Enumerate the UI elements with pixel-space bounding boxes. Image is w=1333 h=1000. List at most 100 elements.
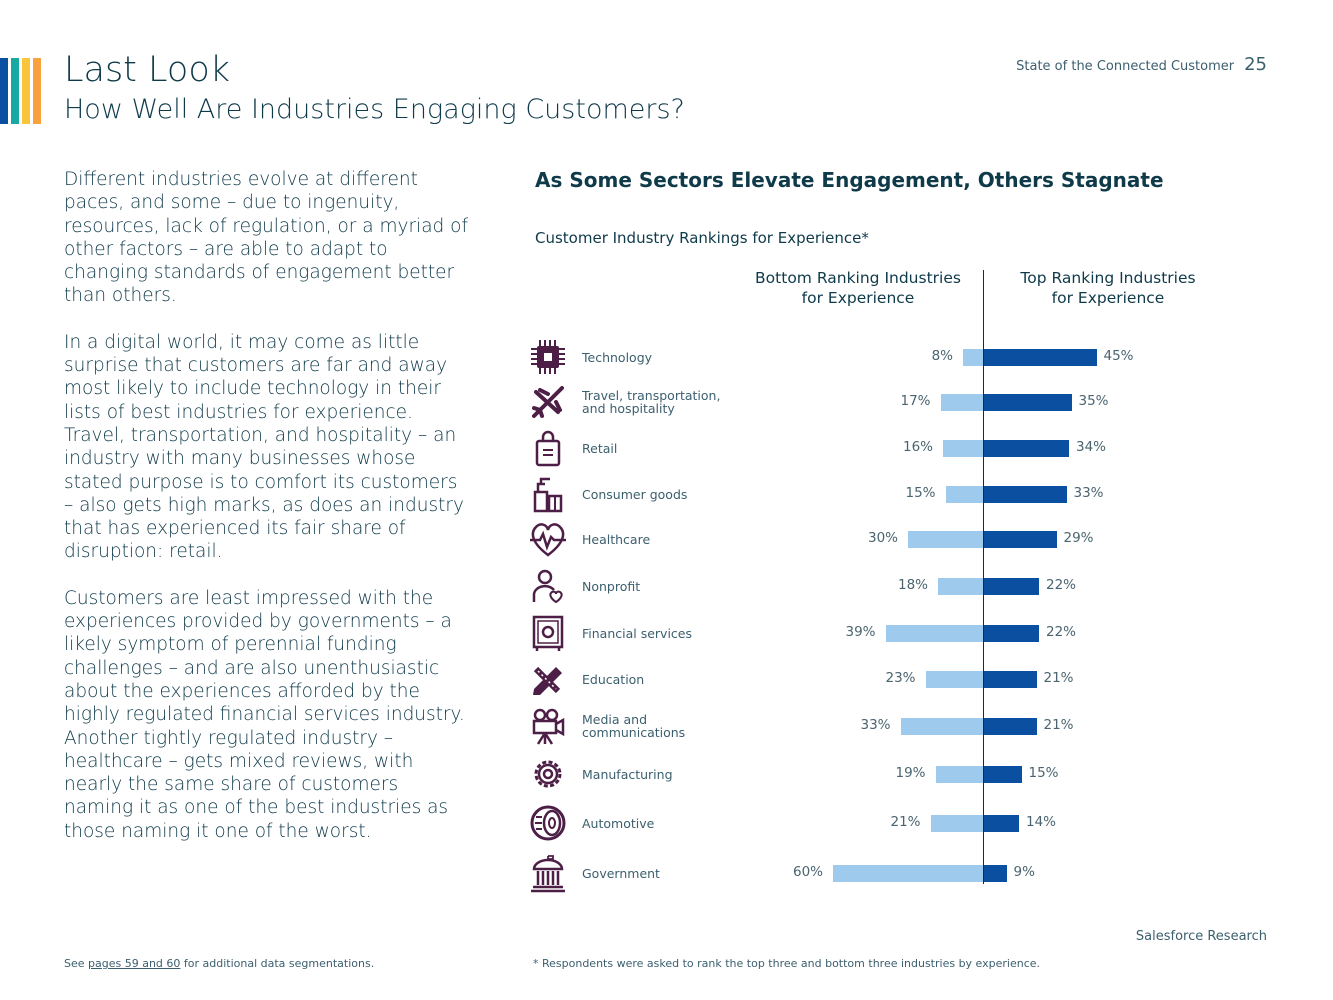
paragraph-3: Customers are least impressed with the e… [64,587,465,842]
value-label-bottom: 33% [860,717,891,733]
value-label-top: 45% [1103,348,1134,364]
value-label-bottom: 18% [897,577,928,593]
bar-top-ranking [984,349,1097,366]
brand-stripes [0,58,44,124]
body-text: Different industries evolve at different… [64,168,472,866]
pages-link[interactable]: pages 59 and 60 [88,957,181,970]
paragraph-2: In a digital world, it may come as littl… [64,331,464,563]
category-label-line: Education [582,671,645,687]
category-label: Manufacturing [582,768,752,781]
top-series-heading: Top Ranking Industries for Experience [993,268,1223,308]
value-label-top: 9% [1013,864,1035,880]
footnote-suffix: for additional data segmentations. [180,957,375,970]
value-label-bottom: 15% [905,485,936,501]
category-label: Technology [582,351,752,364]
bar-bottom-ranking [908,531,983,548]
government-building-icon [528,853,568,893]
stripe-1 [0,58,8,124]
category-label-line: Technology [582,349,653,365]
category-label-line: communications [582,725,686,740]
report-name: State of the Connected Customer [1016,59,1235,74]
category-label-line: Healthcare [582,531,651,547]
category-label: Financial services [582,627,752,640]
bar-top-ranking [984,625,1039,642]
value-label-top: 14% [1026,814,1057,830]
bar-top-ranking [984,486,1067,503]
value-label-top: 29% [1063,530,1094,546]
category-label-line: Consumer goods [582,486,688,502]
chart-title: As Some Sectors Elevate Engagement, Othe… [535,168,1164,192]
running-header: State of the Connected Customer 25 [1016,54,1267,75]
value-label-bottom: 19% [895,765,926,781]
bar-top-ranking [984,865,1007,882]
person-heart-icon [528,566,568,606]
category-label: Government [582,867,752,880]
value-label-top: 15% [1028,765,1059,781]
value-label-top: 22% [1046,624,1077,640]
value-label-bottom: 23% [885,670,916,686]
bar-top-ranking [984,671,1037,688]
category-label-line: Media and [582,712,648,727]
bar-bottom-ranking [963,349,983,366]
bar-bottom-ranking [943,440,983,457]
category-label-line: Automotive [582,815,655,831]
category-label: Nonprofit [582,580,752,593]
pencil-ruler-icon [528,659,568,699]
heartbeat-icon [528,519,568,559]
stripe-3 [22,58,30,124]
category-label: Education [582,673,752,686]
page-number: 25 [1244,54,1267,75]
category-label: Consumer goods [582,488,752,501]
chart-subtitle: Customer Industry Rankings for Experienc… [535,229,869,247]
bar-bottom-ranking [935,766,983,783]
value-label-top: 35% [1078,393,1109,409]
bar-top-ranking [984,440,1069,457]
category-label: Travel, transportation, and hospitality [582,389,752,415]
value-label-top: 34% [1076,439,1107,455]
value-label-bottom: 60% [792,864,823,880]
paragraph-1: Different industries evolve at different… [64,169,468,307]
footnote-left: See pages 59 and 60 for additional data … [64,957,374,970]
value-label-bottom: 30% [867,530,898,546]
center-axis [983,270,984,884]
tire-icon [528,803,568,843]
category-label-line: and hospitality [582,401,675,416]
category-label-line: Travel, transportation, [582,388,721,403]
category-label-line: Government [582,865,660,881]
category-label: Automotive [582,817,752,830]
value-label-bottom: 17% [900,393,931,409]
category-label: Healthcare [582,533,752,546]
bar-bottom-ranking [885,625,983,642]
value-label-bottom: 16% [902,439,933,455]
footnote-right: * Respondents were asked to rank the top… [533,957,1041,970]
stripe-2 [11,58,19,124]
bar-top-ranking [984,531,1057,548]
safe-icon [528,613,568,653]
bar-bottom-ranking [930,815,983,832]
value-label-bottom: 21% [890,814,921,830]
value-label-bottom: 39% [845,624,876,640]
spray-bottle-icon [528,474,568,514]
bottom-heading-line-2: for Experience [801,289,915,307]
category-label: Media and communications [582,713,752,739]
category-label-line: Financial services [582,625,692,641]
value-label-top: 21% [1043,717,1074,733]
bar-bottom-ranking [900,718,983,735]
gear-icon [528,754,568,794]
category-label: Retail [582,442,752,455]
bar-bottom-ranking [938,578,983,595]
bar-bottom-ranking [940,394,983,411]
top-heading-line-1: Top Ranking Industries [1020,269,1196,287]
bar-bottom-ranking [945,486,983,503]
value-label-bottom: 8% [931,348,953,364]
bar-bottom-ranking [925,671,983,688]
bar-top-ranking [984,394,1072,411]
category-label-line: Retail [582,440,618,456]
film-camera-icon [528,706,568,746]
bar-top-ranking [984,766,1022,783]
value-label-top: 33% [1073,485,1104,501]
page-title: Last Look [64,50,231,90]
bottom-series-heading: Bottom Ranking Industries for Experience [743,268,973,308]
category-label-line: Manufacturing [582,766,673,782]
top-heading-line-2: for Experience [1051,289,1165,307]
